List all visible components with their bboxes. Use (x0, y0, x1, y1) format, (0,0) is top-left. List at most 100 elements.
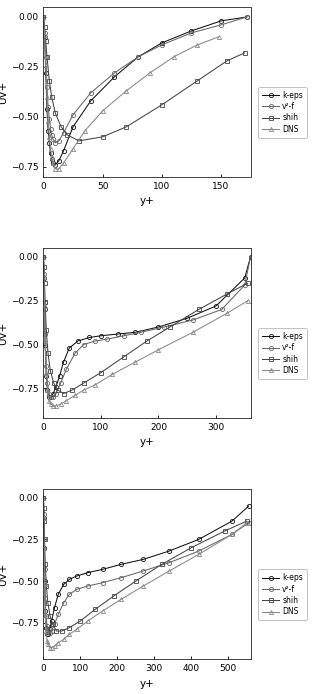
k-eps (44, 372, 48, 380)
k-eps (43, 340, 47, 348)
DNS (71, 144, 75, 153)
shih (225, 289, 229, 298)
k-eps (89, 96, 93, 105)
v²-f (71, 111, 75, 119)
v²-f (48, 629, 52, 637)
Line: DNS: DNS (41, 15, 221, 171)
shih (47, 77, 51, 85)
Line: shih: shih (41, 496, 249, 633)
shih (45, 53, 49, 61)
k-eps (47, 393, 51, 401)
shih (46, 598, 50, 607)
DNS (225, 309, 229, 317)
Line: k-eps: k-eps (41, 496, 251, 636)
k-eps (54, 382, 58, 391)
Line: v²-f: v²-f (41, 15, 249, 145)
DNS (42, 302, 46, 310)
v²-f (44, 612, 48, 620)
shih (52, 379, 56, 387)
k-eps (49, 617, 53, 625)
k-eps (45, 105, 49, 113)
k-eps (62, 580, 66, 589)
shih (225, 57, 229, 65)
Line: shih: shih (41, 255, 250, 396)
v²-f (43, 330, 47, 338)
Y-axis label: UV+: UV+ (0, 321, 8, 345)
shih (189, 543, 193, 552)
k-eps (51, 159, 55, 167)
k-eps (101, 565, 105, 573)
v²-f (47, 115, 51, 123)
v²-f (42, 298, 46, 307)
k-eps (42, 577, 46, 585)
k-eps (46, 630, 50, 638)
DNS (41, 12, 45, 21)
v²-f (49, 627, 53, 635)
shih (245, 279, 249, 287)
Legend: k-eps, v²-f, shih, DNS: k-eps, v²-f, shih, DNS (259, 87, 307, 137)
v²-f (45, 83, 49, 91)
k-eps (42, 514, 46, 522)
DNS (111, 370, 115, 378)
v²-f (64, 365, 68, 373)
DNS (53, 164, 57, 173)
k-eps (44, 623, 48, 632)
DNS (42, 514, 46, 522)
DNS (51, 159, 55, 167)
DNS (45, 93, 49, 101)
DNS (245, 518, 249, 527)
k-eps (67, 344, 71, 352)
DNS (124, 87, 128, 95)
v²-f (49, 393, 53, 401)
shih (42, 504, 46, 512)
DNS (67, 630, 71, 638)
v²-f (197, 547, 201, 555)
v²-f (141, 567, 145, 575)
shih (122, 353, 126, 361)
shih (67, 623, 71, 632)
v²-f (82, 340, 86, 348)
k-eps (88, 333, 92, 341)
Line: DNS: DNS (41, 496, 249, 650)
shih (42, 535, 46, 543)
DNS (167, 567, 171, 575)
shih (42, 279, 46, 287)
DNS (101, 107, 105, 115)
shih (56, 386, 60, 394)
DNS (46, 117, 50, 125)
shih (41, 253, 45, 261)
shih (99, 369, 103, 377)
k-eps (41, 12, 45, 21)
shih (70, 386, 74, 394)
DNS (82, 386, 86, 394)
v²-f (67, 590, 71, 598)
v²-f (246, 518, 250, 527)
k-eps (48, 625, 52, 634)
shih (50, 93, 54, 101)
shih (78, 617, 82, 625)
DNS (93, 380, 97, 389)
DNS (47, 396, 51, 405)
k-eps (136, 53, 140, 61)
k-eps (47, 139, 51, 147)
k-eps (86, 568, 90, 577)
k-eps (43, 607, 47, 615)
shih (43, 23, 47, 31)
k-eps (189, 27, 193, 35)
v²-f (119, 573, 123, 582)
DNS (156, 346, 160, 354)
shih (168, 323, 172, 331)
shih (41, 12, 45, 21)
DNS (141, 582, 145, 590)
v²-f (53, 139, 57, 147)
DNS (195, 41, 199, 49)
DNS (86, 617, 90, 625)
Line: k-eps: k-eps (41, 255, 253, 399)
k-eps (41, 493, 45, 502)
Y-axis label: UV+: UV+ (0, 563, 8, 586)
k-eps (43, 33, 47, 41)
shih (197, 305, 201, 314)
v²-f (42, 270, 46, 278)
v²-f (51, 393, 55, 401)
v²-f (136, 53, 140, 61)
